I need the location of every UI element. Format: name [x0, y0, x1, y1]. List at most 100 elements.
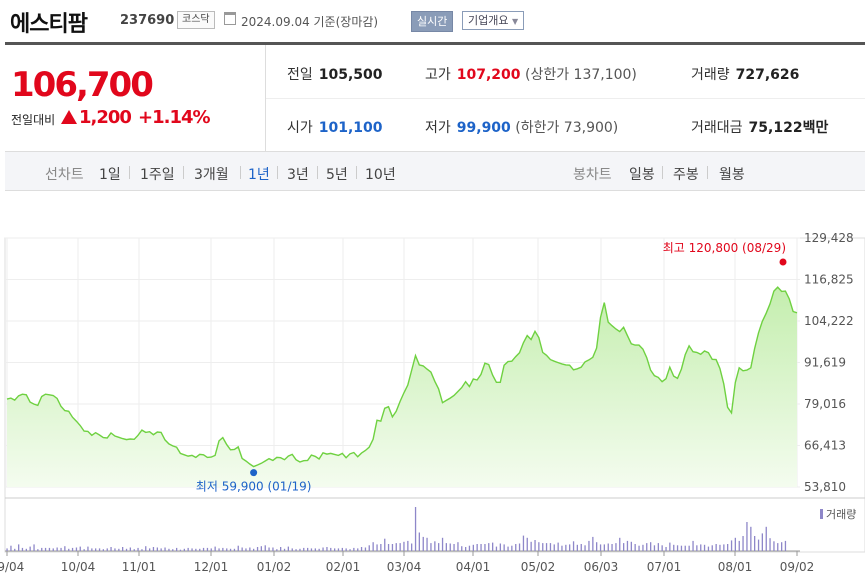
- change-amount: 1,200: [61, 107, 132, 128]
- volume-bar: [765, 526, 767, 551]
- prev-close: 전일 105,500: [287, 64, 383, 84]
- volume-bar: [784, 540, 787, 551]
- open-price: 시가 101,100: [287, 117, 383, 137]
- tab-weekly[interactable]: 주봉: [673, 167, 699, 183]
- market-badge: 코스닥: [177, 11, 215, 29]
- volume-bar: [607, 543, 609, 551]
- volume-bar: [719, 544, 721, 551]
- volume-bar: [237, 545, 239, 551]
- change-value: 1,200: [79, 107, 132, 128]
- volume-bar: [307, 547, 309, 551]
- tab-1w[interactable]: 1주일: [140, 167, 175, 183]
- volume-bar: [611, 544, 613, 551]
- volume-bar: [353, 547, 355, 551]
- volume-bar: [229, 548, 232, 551]
- tab-divider: [183, 166, 184, 179]
- y-tick-label: 104,222: [804, 314, 854, 328]
- volume-bar: [545, 543, 548, 551]
- realtime-button[interactable]: 실시간: [411, 11, 454, 32]
- volume-bar: [25, 548, 27, 551]
- volume-bar: [330, 547, 332, 551]
- price-chart[interactable]: 129,428 116,825 104,222 91,619 79,016 66,413 5…: [0, 220, 865, 583]
- volume-bar: [630, 541, 632, 551]
- volume-bar: [465, 547, 467, 551]
- tab-10y[interactable]: 10년: [365, 167, 396, 183]
- volume-bar: [349, 549, 351, 551]
- volume-bar: [526, 537, 528, 551]
- tab-5y[interactable]: 5년: [326, 167, 348, 183]
- volume-bar: [357, 548, 359, 551]
- tab-3y[interactable]: 3년: [287, 167, 309, 183]
- volume-bar: [260, 546, 262, 551]
- volume-bar: [318, 548, 320, 551]
- volume-bar: [480, 544, 482, 551]
- tab-divider: [277, 166, 278, 179]
- volume-bar: [488, 543, 490, 551]
- volume-bar: [18, 544, 20, 551]
- volume-bar: [703, 544, 706, 551]
- x-tick-label: 05/02: [521, 560, 556, 574]
- volume-bar: [561, 545, 563, 551]
- volume-bar: [264, 545, 266, 551]
- volume-bar: [484, 544, 486, 551]
- volume-bar: [21, 547, 24, 551]
- day-low-label: 저가: [425, 120, 451, 136]
- volume-bar: [457, 542, 459, 551]
- tab-3m[interactable]: 3개월: [194, 167, 229, 183]
- volume-bar: [133, 549, 135, 551]
- volume-bar: [557, 542, 559, 551]
- volume-bar: [176, 547, 178, 551]
- stock-header: 에스티팜 237690 코스닥 2024.09.04 기준(장마감) 실시간 기…: [0, 0, 865, 42]
- volume-bar: [310, 548, 313, 551]
- volume-bar: [399, 543, 401, 551]
- volume-bar: [472, 544, 474, 551]
- volume-bar: [584, 545, 586, 551]
- volume-bar: [711, 545, 713, 551]
- volume-bar: [407, 540, 409, 551]
- volume-bar: [422, 536, 424, 551]
- volume-bar: [287, 546, 289, 551]
- volume-bar: [106, 548, 108, 551]
- min-price-marker: [250, 469, 258, 477]
- volume-bar: [337, 548, 340, 551]
- x-tick-label: 12/01: [194, 560, 229, 574]
- volume-bar: [696, 545, 698, 551]
- volume-bar: [461, 546, 463, 551]
- volume-bar: [341, 547, 343, 551]
- change-label: 전일대비: [11, 113, 56, 127]
- volume-bar: [576, 544, 578, 551]
- volume-bar: [291, 548, 293, 551]
- day-low-value: 99,900: [456, 120, 511, 136]
- tab-daily[interactable]: 일봉: [629, 167, 655, 183]
- volume-bar: [114, 548, 116, 551]
- volume-bar: [538, 542, 540, 551]
- y-tick-label: 53,810: [804, 480, 846, 494]
- volume-bar: [468, 545, 471, 551]
- volume-bar: [565, 544, 567, 551]
- y-tick-label: 116,825: [804, 273, 854, 287]
- volume-bar: [688, 545, 690, 551]
- volume-bar: [256, 547, 259, 551]
- volume-bar: [441, 537, 444, 551]
- tab-monthly[interactable]: 월봉: [719, 167, 745, 183]
- volume-bar: [642, 544, 644, 551]
- volume-bar: [195, 548, 197, 551]
- volume-bar: [646, 543, 648, 551]
- day-low: 저가 99,900 (하한가 73,900): [425, 117, 618, 137]
- volume-bar: [33, 544, 35, 551]
- volume-bar: [272, 547, 274, 551]
- company-overview-dropdown[interactable]: 기업개요 ▼: [462, 11, 525, 30]
- volume-bar: [75, 547, 78, 551]
- tab-1y[interactable]: 1년: [248, 167, 270, 183]
- volume-bar: [202, 547, 205, 551]
- volume-bar: [68, 548, 70, 551]
- volume-bar: [233, 548, 236, 551]
- stock-name: 에스티팜: [10, 12, 88, 37]
- volume-bar: [599, 544, 602, 551]
- volume-bar: [615, 543, 617, 551]
- stock-code: 237690: [120, 13, 175, 28]
- volume-bar: [657, 543, 659, 551]
- tab-1d[interactable]: 1일: [99, 167, 121, 183]
- volume-bar: [210, 548, 212, 551]
- volume-bar: [64, 546, 66, 551]
